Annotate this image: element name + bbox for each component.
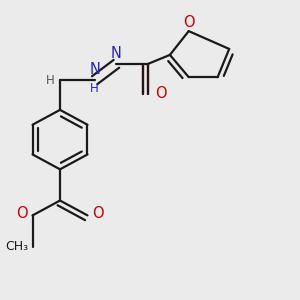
Text: N: N	[111, 46, 122, 61]
Text: H: H	[90, 82, 99, 94]
Text: O: O	[183, 15, 194, 30]
Text: N: N	[89, 62, 100, 77]
Text: O: O	[16, 206, 28, 221]
Text: CH₃: CH₃	[5, 240, 28, 253]
Text: O: O	[92, 206, 103, 221]
Text: O: O	[155, 86, 167, 101]
Text: H: H	[46, 74, 55, 87]
